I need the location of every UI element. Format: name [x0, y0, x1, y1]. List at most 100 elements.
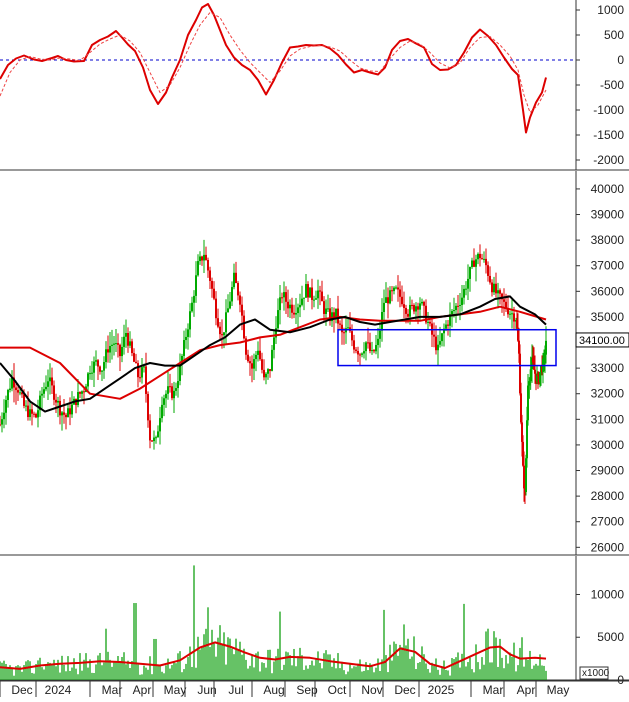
- candle-body: [291, 304, 293, 313]
- candle-body: [77, 392, 79, 406]
- candle-body: [57, 400, 59, 403]
- candle-body: [217, 318, 219, 327]
- candle-body: [335, 308, 337, 319]
- candle-body: [347, 327, 349, 329]
- x-axis-label: Jul: [228, 683, 243, 697]
- candle-body: [127, 332, 129, 346]
- x-axis-label: Dec: [394, 683, 415, 697]
- candle-body: [71, 404, 73, 415]
- candle-body: [465, 288, 467, 290]
- candle-body: [389, 290, 391, 304]
- candle-body: [301, 298, 303, 305]
- candle-body: [461, 297, 463, 305]
- candle-body: [481, 258, 483, 260]
- x-axis-label: May: [164, 683, 187, 697]
- candle-body: [169, 386, 171, 388]
- candle-body: [473, 260, 475, 267]
- candle-body: [65, 414, 67, 418]
- price-tick-label: 33000: [591, 361, 625, 375]
- candle-body: [263, 369, 265, 378]
- candle-body: [463, 288, 465, 298]
- candle-body: [121, 346, 123, 357]
- candle-body: [155, 437, 157, 439]
- candle-body: [151, 440, 153, 442]
- candle-body: [171, 386, 173, 399]
- candle-body: [423, 301, 425, 306]
- candle-body: [333, 312, 335, 319]
- candle-body: [251, 363, 253, 369]
- volume-tick-label: 5000: [597, 630, 624, 644]
- candle-body: [443, 328, 445, 334]
- candle-body: [375, 345, 377, 352]
- candle-body: [457, 305, 459, 307]
- candle-body: [207, 259, 209, 271]
- candle-body: [469, 267, 471, 279]
- candle-body: [205, 254, 207, 260]
- candle-body: [467, 278, 469, 289]
- candle-body: [149, 420, 151, 441]
- candle-body: [397, 287, 399, 290]
- candle-body: [319, 290, 321, 292]
- candle-body: [351, 331, 353, 341]
- price-tick-label: 30000: [591, 438, 625, 452]
- price-tick-label: 36000: [591, 284, 625, 298]
- candle-body: [159, 418, 161, 432]
- candle-body: [1, 419, 3, 425]
- candle-body: [147, 393, 149, 421]
- candle-body: [325, 308, 327, 314]
- candle-body: [455, 305, 457, 311]
- candle-body: [67, 408, 69, 418]
- candle-body: [323, 301, 325, 314]
- candle-body: [295, 313, 297, 315]
- candle-body: [11, 377, 13, 389]
- x-axis-label: Apr: [133, 683, 152, 697]
- candle-body: [405, 307, 407, 314]
- volume-tick-label: 0: [617, 673, 624, 687]
- oscillator-tick-label: 0: [617, 53, 624, 67]
- candle-body: [281, 297, 283, 299]
- candle-body: [353, 340, 355, 350]
- candle-body: [399, 289, 401, 297]
- candle-body: [327, 308, 329, 310]
- candle-body: [363, 351, 365, 354]
- candle-body: [277, 310, 279, 329]
- candle-body: [131, 341, 133, 354]
- candle-body: [531, 357, 533, 370]
- candle-body: [425, 305, 427, 323]
- candle-body: [229, 301, 231, 309]
- price-tick-label: 37000: [591, 259, 625, 273]
- candle-body: [153, 437, 155, 442]
- candle-body: [543, 357, 545, 359]
- price-tick-label: 40000: [591, 182, 625, 196]
- candle-body: [315, 298, 317, 300]
- candle-body: [528, 381, 531, 386]
- candle-body: [165, 393, 167, 399]
- candle-body: [275, 328, 277, 338]
- candle-body: [129, 341, 131, 346]
- candle-body: [237, 283, 239, 296]
- candle-body: [145, 366, 147, 394]
- candle-body: [447, 324, 449, 326]
- x-axis-label: Apr: [517, 683, 536, 697]
- x-axis: Dec 2024 Mar Apr May Jun Jul Aug Sep Oct Nov Dec 202…: [0, 680, 629, 697]
- candle-body: [483, 258, 485, 260]
- candle-body: [181, 355, 183, 365]
- candle-body: [395, 287, 397, 289]
- candle-body: [213, 288, 215, 299]
- candle-body: [341, 324, 343, 333]
- candle-body: [449, 314, 451, 326]
- candle-body: [409, 304, 411, 317]
- price-tick-label: 32000: [591, 387, 625, 401]
- candle-body: [371, 350, 373, 352]
- candle-body: [89, 373, 91, 375]
- oscillator-tick-label: 500: [604, 28, 624, 42]
- candle-body: [539, 372, 541, 383]
- candle-body: [49, 377, 51, 382]
- candle-body: [15, 387, 17, 391]
- candle-body: [441, 333, 443, 342]
- candle-body: [544, 354, 546, 358]
- candle-body: [305, 284, 307, 298]
- candle-body: [161, 404, 163, 419]
- candle-body: [479, 253, 481, 259]
- candle-body: [534, 369, 536, 374]
